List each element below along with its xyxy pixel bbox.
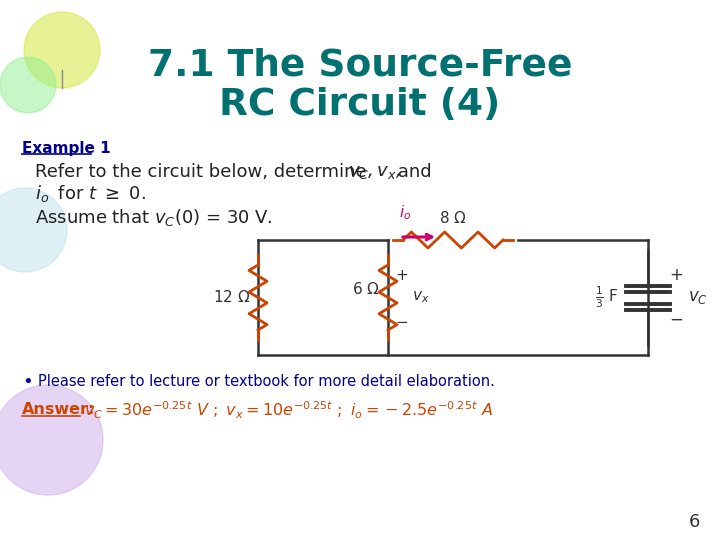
Text: $v_C$,: $v_C$, — [348, 163, 374, 181]
Text: +: + — [395, 268, 408, 283]
Text: RC Circuit (4): RC Circuit (4) — [220, 87, 500, 123]
Text: Assume that $v_C$(0) = 30 V.: Assume that $v_C$(0) = 30 V. — [35, 207, 273, 228]
Text: and: and — [392, 163, 431, 181]
Text: $v_C$: $v_C$ — [688, 288, 708, 307]
Text: 7.1 The Source-Free: 7.1 The Source-Free — [148, 47, 572, 83]
Text: −: − — [395, 315, 408, 330]
Circle shape — [0, 57, 56, 113]
Text: $\frac{1}{3}$ F: $\frac{1}{3}$ F — [595, 285, 618, 310]
Text: for $t$ $\geq$ 0.: for $t$ $\geq$ 0. — [52, 185, 146, 203]
Text: +: + — [669, 267, 683, 285]
Text: 12 $\Omega$: 12 $\Omega$ — [212, 289, 250, 306]
Text: 8 $\Omega$: 8 $\Omega$ — [439, 210, 467, 226]
Text: 6 $\Omega$: 6 $\Omega$ — [352, 281, 380, 298]
Text: $v_x$,: $v_x$, — [371, 163, 401, 181]
Text: 6: 6 — [688, 513, 700, 531]
Text: Example 1: Example 1 — [22, 140, 111, 156]
Text: Refer to the circuit below, determine: Refer to the circuit below, determine — [35, 163, 372, 181]
Text: Please refer to lecture or textbook for more detail elaboration.: Please refer to lecture or textbook for … — [38, 375, 495, 389]
Text: $v_x$: $v_x$ — [412, 289, 429, 305]
Circle shape — [24, 12, 100, 88]
Circle shape — [0, 385, 103, 495]
Text: −: − — [669, 310, 683, 328]
Circle shape — [0, 188, 67, 272]
Text: $i_o$: $i_o$ — [35, 184, 49, 205]
Text: $v_C = 30e^{-0.25t}\ V\ ;\ v_x = 10e^{-0.25t}\ ;\ i_o = -2.5e^{-0.25t}\ A$: $v_C = 30e^{-0.25t}\ V\ ;\ v_x = 10e^{-0… — [84, 399, 493, 421]
Text: Answer:: Answer: — [22, 402, 95, 417]
Text: $i_o$: $i_o$ — [399, 203, 411, 222]
Text: •: • — [22, 373, 32, 391]
